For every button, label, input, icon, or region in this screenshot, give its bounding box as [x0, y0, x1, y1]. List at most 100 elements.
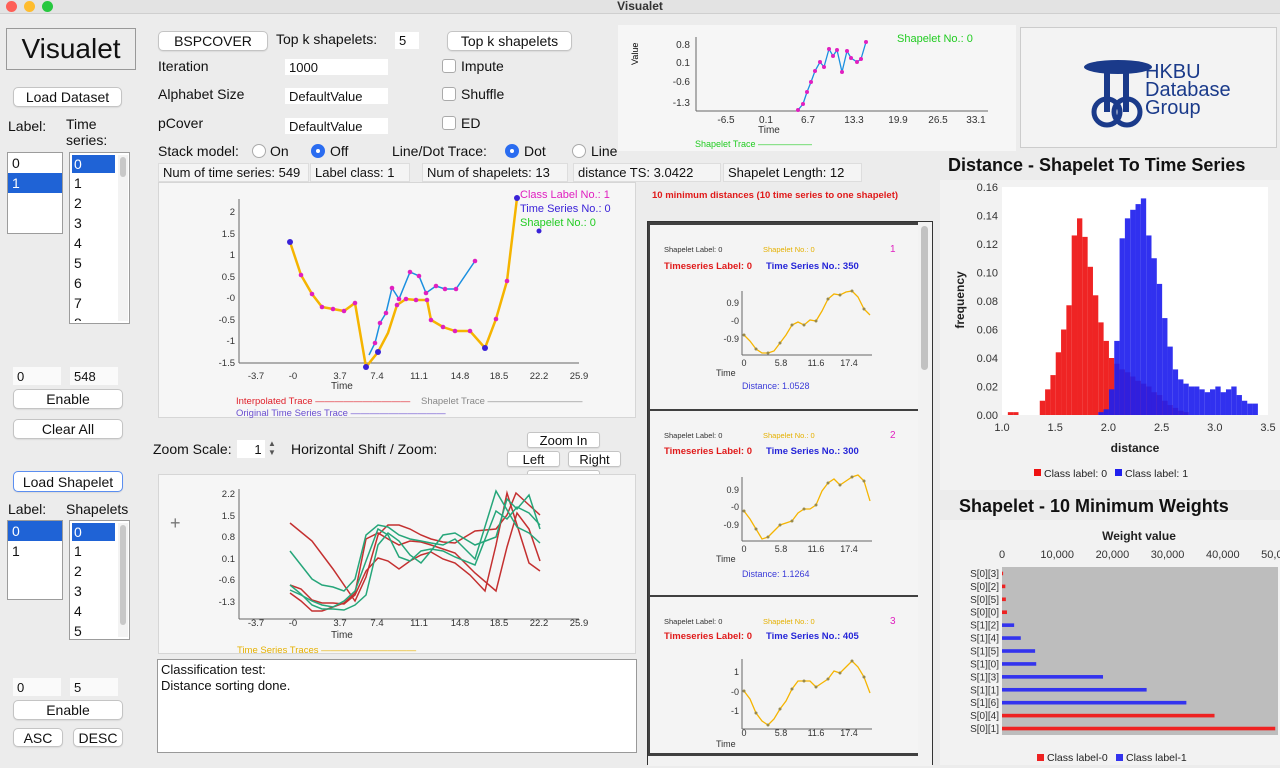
label-list[interactable]: 0 1 [7, 152, 63, 234]
green-trace [289, 489, 541, 592]
y-tick: -0.6 [673, 77, 691, 88]
y-tick: 0.00 [977, 410, 998, 422]
zoom-scale-field[interactable] [237, 440, 265, 458]
list-item[interactable]: 0 [12, 155, 20, 171]
histogram-panel: frequency distance 0.16 0.14 0.12 0.10 0.08 0… [940, 180, 1280, 490]
list-item[interactable]: 3 [74, 583, 82, 599]
clear-all-button[interactable]: Clear All [13, 419, 123, 439]
list-item[interactable]: 5 [74, 255, 82, 271]
pcover-field[interactable] [285, 118, 388, 134]
label-header: Label: [8, 118, 47, 134]
x-tick: 0 [999, 549, 1005, 561]
list-item[interactable]: 1 [8, 173, 62, 193]
svg-text:11.6: 11.6 [808, 728, 825, 738]
time-series-list[interactable]: 0 1 2 3 4 5 6 7 8 [69, 152, 130, 324]
app-title-box: Visualet [6, 28, 136, 70]
weight-bar [1002, 726, 1276, 731]
topk-field[interactable] [395, 32, 419, 49]
y-tick: -1.5 [219, 358, 235, 369]
enable-button-2[interactable]: Enable [13, 700, 123, 720]
list-item[interactable]: 0 [8, 521, 62, 541]
list-item[interactable]: 7 [74, 295, 82, 311]
trace-dot-radio[interactable] [505, 144, 519, 158]
category-label: S[1][6] [970, 698, 999, 709]
category-label: S[1][0] [970, 659, 999, 670]
weight-bar [1002, 623, 1015, 627]
y-tick: 0.14 [977, 211, 998, 223]
list-item[interactable]: 8 [70, 313, 129, 321]
histogram-bar [1252, 403, 1258, 415]
list-item[interactable]: 1 [74, 543, 82, 559]
range-from-field[interactable] [13, 367, 61, 385]
trace-line-label: Line [591, 143, 618, 159]
stack-on-radio[interactable] [252, 144, 266, 158]
list-item[interactable]: 2 [74, 563, 82, 579]
iteration-field[interactable] [285, 59, 388, 75]
histogram-chart: frequency distance 0.16 0.14 0.12 0.10 0.08 0… [953, 182, 1276, 480]
load-dataset-button[interactable]: Load Dataset [13, 87, 122, 107]
enable-button[interactable]: Enable [13, 389, 123, 409]
scrollbar[interactable] [118, 523, 128, 637]
shapelet-no-legend: Shapelet No.: 0 [897, 33, 973, 45]
svg-text:-0: -0 [731, 316, 739, 326]
x-tick: 2.5 [1154, 422, 1169, 434]
maximize-window-icon[interactable] [42, 1, 53, 12]
range2-from-field[interactable] [13, 678, 61, 696]
x-tick: 1.0 [994, 422, 1009, 434]
weight-bar [1002, 584, 1006, 589]
card-series [743, 474, 871, 540]
svg-text:11.6: 11.6 [808, 358, 825, 368]
alphabet-field[interactable] [285, 88, 388, 104]
shapelet-label-list[interactable]: 0 1 [7, 520, 63, 600]
weights-axis-title: Weight value [1102, 529, 1176, 543]
window-title: Visualet [617, 0, 663, 13]
list-item[interactable]: 4 [74, 603, 82, 619]
list-item[interactable]: 1 [12, 543, 20, 559]
list-item[interactable]: 1 [74, 175, 82, 191]
ed-checkbox[interactable] [442, 116, 456, 130]
range-to-field[interactable] [70, 367, 118, 385]
shift-left-button[interactable]: Left [507, 451, 560, 467]
shapelet-no: Shapelet No.: 0 [520, 217, 596, 229]
close-window-icon[interactable] [6, 1, 17, 12]
shapelet-list[interactable]: 0 1 2 3 4 5 [69, 520, 130, 640]
list-item[interactable]: 2 [74, 195, 82, 211]
svg-text:5.8: 5.8 [775, 358, 788, 368]
list-item[interactable]: 0 [72, 155, 115, 173]
shift-right-button[interactable]: Right [568, 451, 621, 467]
shuffle-checkbox[interactable] [442, 87, 456, 101]
scrollbar-thumb[interactable] [921, 226, 928, 370]
list-item[interactable]: 3 [74, 215, 82, 231]
range2-to-field[interactable] [70, 678, 118, 696]
topk-button[interactable]: Top k shapelets [447, 31, 572, 51]
stack-off-radio[interactable] [311, 144, 325, 158]
zoom-stepper-icon[interactable]: ▲ ▼ [268, 439, 276, 457]
asc-button[interactable]: ASC [13, 728, 63, 747]
histogram-bar [1098, 412, 1104, 415]
zoom-in-button[interactable]: Zoom In [527, 432, 600, 448]
y-tick: 0.10 [977, 268, 998, 280]
histogram-bar [1119, 238, 1125, 415]
load-shapelet-button[interactable]: Load Shapelet [13, 471, 123, 492]
desc-button[interactable]: DESC [73, 728, 123, 747]
algorithm-button[interactable]: BSPCOVER [158, 31, 268, 51]
y-tick: 0.06 [977, 325, 998, 337]
y-tick: 1.5 [222, 229, 235, 240]
list-item[interactable]: 0 [72, 523, 115, 541]
list-item[interactable]: 4 [74, 235, 82, 251]
list-item[interactable]: 5 [74, 623, 82, 639]
svg-text:11.6: 11.6 [808, 544, 825, 554]
shapelet-trace-line [797, 41, 867, 111]
y-tick: -1.3 [219, 597, 235, 608]
trace-line-radio[interactable] [572, 144, 586, 158]
scrollbar[interactable] [118, 155, 128, 321]
minimize-window-icon[interactable] [24, 1, 35, 12]
alphabet-label: Alphabet Size [158, 86, 245, 102]
distance-card: Shapelet Label: 0 Shapelet No.: 0 2 Time… [650, 411, 918, 595]
weight-bar [1002, 713, 1215, 718]
list-item[interactable]: 6 [74, 275, 82, 291]
interp-legend: Interpolated Trace —————————— [236, 396, 411, 407]
x-tick: 11.1 [410, 618, 428, 629]
x-tick: 2.0 [1101, 422, 1116, 434]
impute-checkbox[interactable] [442, 59, 456, 73]
